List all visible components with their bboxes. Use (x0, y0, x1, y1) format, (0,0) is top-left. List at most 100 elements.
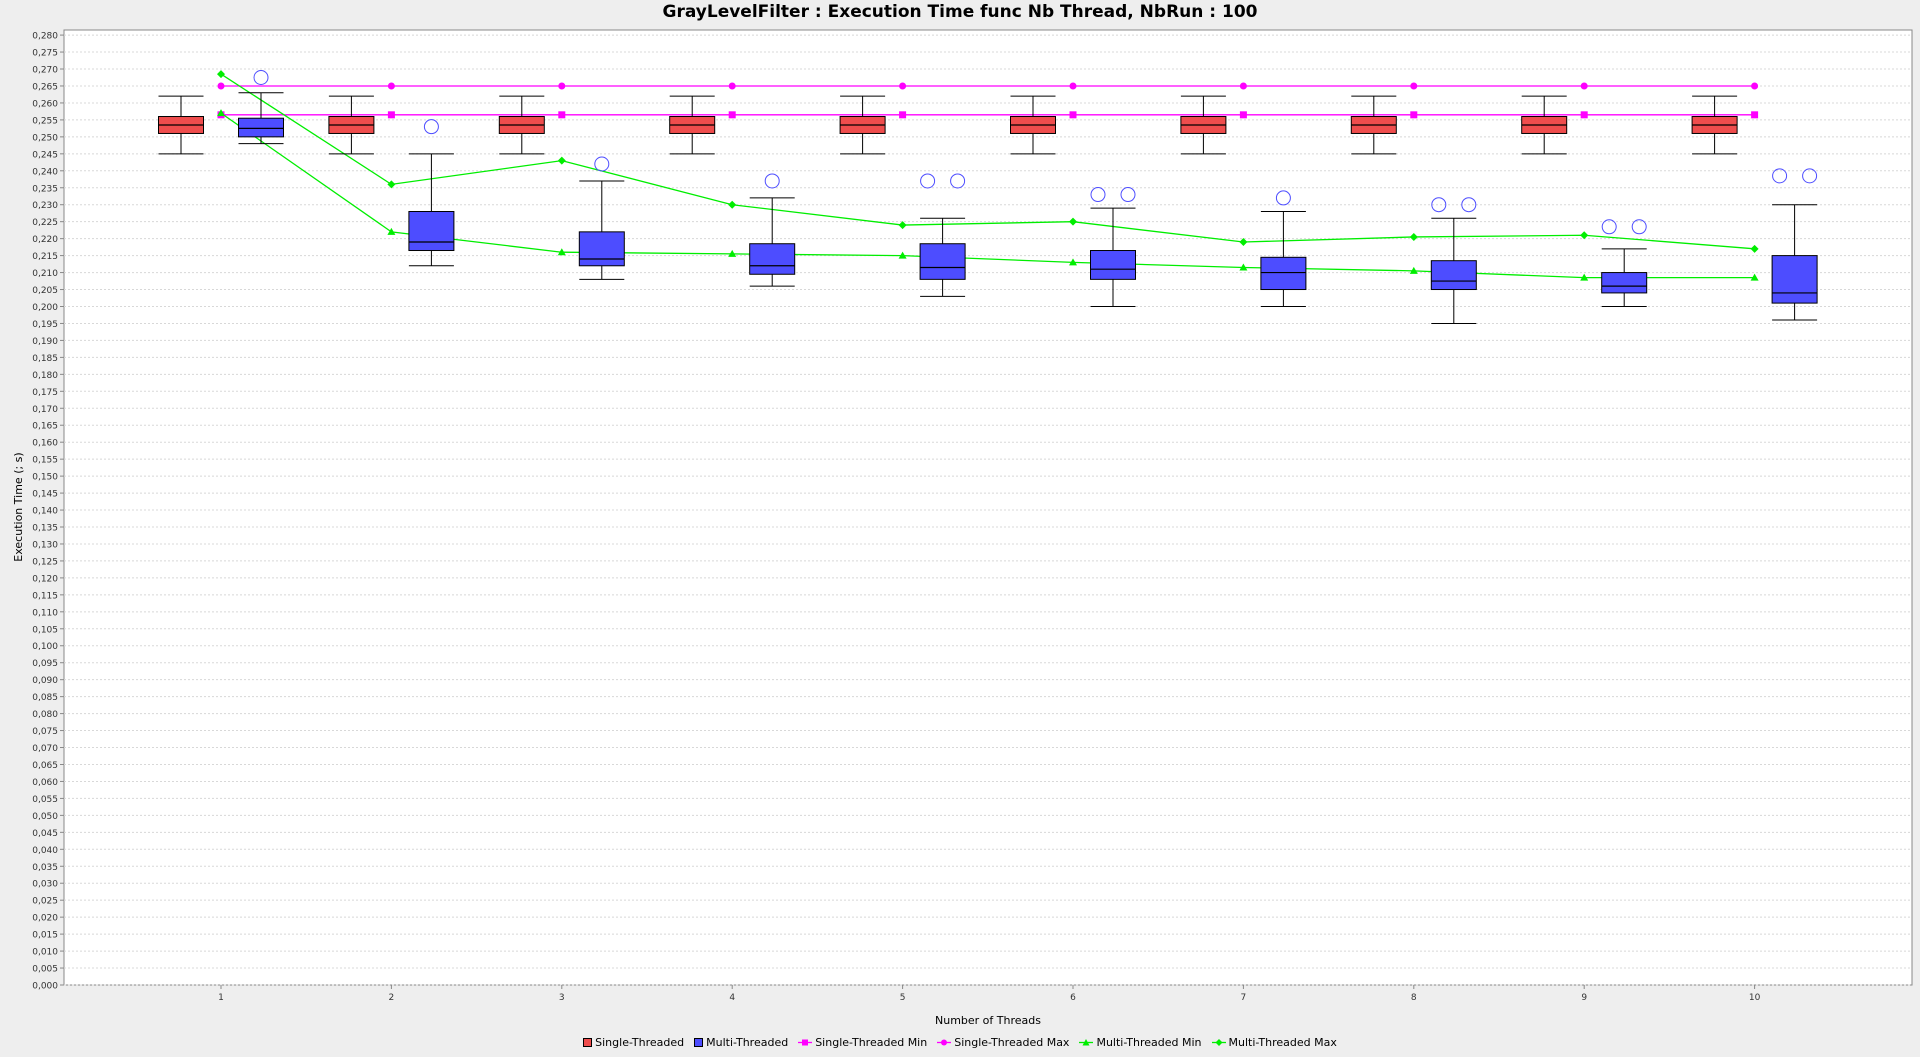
y-tick-label: 0,235 (32, 184, 58, 194)
y-tick-label: 0,220 (32, 235, 58, 245)
y-axis-label: Execution Time (; s) (12, 452, 25, 561)
y-tick-label: 0,160 (32, 439, 58, 449)
legend-marker (1082, 1039, 1090, 1046)
legend-box-swatch (694, 1038, 704, 1047)
y-tick-label: 0,170 (32, 405, 58, 415)
grid-lines (64, 34, 1912, 986)
box-outlier (1772, 168, 1788, 184)
y-tick-label: 0,035 (32, 863, 58, 873)
box-body (408, 211, 455, 252)
box-outlier (1275, 190, 1291, 206)
marker-square (1410, 111, 1418, 119)
marker-square (1751, 111, 1759, 119)
marker-diamond (1239, 238, 1248, 247)
y-tick-label: 0,020 (32, 914, 58, 924)
line-series (220, 73, 1755, 279)
y-tick-label: 0,065 (32, 761, 58, 771)
marker-square (728, 111, 736, 119)
y-tick-label: 0,050 (32, 812, 58, 822)
marker-circle (1069, 82, 1077, 90)
box-outlier (1461, 197, 1477, 213)
x-tick-label: 7 (1241, 993, 1247, 1003)
marker-triangle (728, 249, 737, 257)
box-body (1771, 255, 1818, 304)
marker-circle (728, 82, 736, 90)
y-tick-label: 0,040 (32, 846, 58, 856)
y-tick-label: 0,125 (32, 557, 58, 567)
marker-circle (1410, 82, 1418, 90)
marker-triangle (387, 227, 396, 235)
legend-label: Multi-Threaded Max (1228, 1036, 1337, 1049)
y-tick-label: 0,230 (32, 201, 58, 211)
y-tick-label: 0,135 (32, 524, 58, 534)
x-tick-label: 1 (218, 993, 224, 1003)
box-body (578, 231, 625, 267)
y-tick-label: 0,280 (32, 32, 58, 42)
marker-square (1069, 111, 1077, 119)
legend-swatch (583, 1038, 593, 1047)
y-tick-label: 0,190 (32, 337, 58, 347)
box-body (1430, 260, 1477, 291)
legend-label: Single-Threaded Max (954, 1036, 1070, 1049)
x-tick-label: 6 (1070, 993, 1076, 1003)
y-tick-label: 0,080 (32, 710, 58, 720)
legend-item: Single-Threaded (583, 1036, 684, 1049)
marker-triangle (217, 109, 225, 117)
y-tick-label: 0,250 (32, 133, 58, 143)
marker-circle (1580, 82, 1588, 90)
y-tick-label: 0,205 (32, 286, 58, 296)
marker-triangle (1580, 273, 1589, 281)
line-markers (217, 70, 1759, 281)
x-tick-label: 4 (729, 993, 735, 1003)
box-outlier (1802, 168, 1818, 184)
legend-label: Single-Threaded (595, 1036, 685, 1049)
y-tick-label: 0,085 (32, 693, 58, 703)
marker-circle (899, 82, 907, 90)
box-outlier (764, 173, 780, 189)
plot-background (63, 29, 1913, 986)
y-tick-label: 0,195 (32, 320, 58, 330)
box-outlier (594, 156, 610, 172)
legend-box-swatch (583, 1038, 593, 1047)
y-tick-label: 0,225 (32, 218, 58, 228)
box-body (919, 243, 966, 280)
y-axis-ticks: 0,000 0,005 0,010 0,015 0,020 0,025 0,030 0,035… (32, 32, 64, 992)
y-tick-label: 0,200 (32, 303, 58, 313)
box-outlier (1120, 187, 1136, 203)
box-body (1260, 256, 1307, 291)
marker-circle (1751, 82, 1759, 90)
series-line (220, 112, 1755, 279)
legend-item: Multi-Threaded Max (1211, 1036, 1337, 1049)
marker-triangle (557, 248, 566, 256)
x-tick-label: 8 (1411, 993, 1417, 1003)
y-tick-label: 0,120 (32, 574, 58, 584)
box-series (158, 69, 1818, 324)
y-tick-label: 0,185 (32, 354, 58, 364)
box-outlier (1431, 197, 1447, 213)
y-tick-label: 0,155 (32, 456, 58, 466)
marker-square (899, 111, 907, 119)
legend-swatch (937, 1039, 952, 1046)
series-line (220, 73, 1755, 250)
y-tick-label: 0,215 (32, 252, 58, 262)
y-tick-label: 0,015 (32, 931, 58, 941)
legend-label: Multi-Threaded Min (1096, 1036, 1202, 1049)
x-tick-label: 5 (900, 993, 906, 1003)
box-outlier (950, 173, 966, 189)
y-tick-label: 0,180 (32, 371, 58, 381)
marker-diamond (1580, 231, 1589, 240)
marker-triangle (1239, 263, 1248, 271)
marker-diamond (898, 221, 907, 230)
y-tick-label: 0,075 (32, 727, 58, 737)
marker-diamond (1409, 232, 1418, 241)
y-tick-label: 0,095 (32, 659, 58, 669)
x-axis-label: Number of Threads (935, 1014, 1041, 1027)
marker-triangle (1750, 273, 1759, 281)
y-tick-label: 0,265 (32, 82, 58, 92)
chart-title: GrayLevelFilter : Execution Time func Nb… (662, 2, 1258, 22)
y-tick-label: 0,260 (32, 99, 58, 109)
marker-diamond (557, 156, 566, 165)
marker-diamond (1750, 244, 1759, 253)
marker-triangle (898, 251, 907, 259)
marker-diamond (387, 180, 396, 189)
